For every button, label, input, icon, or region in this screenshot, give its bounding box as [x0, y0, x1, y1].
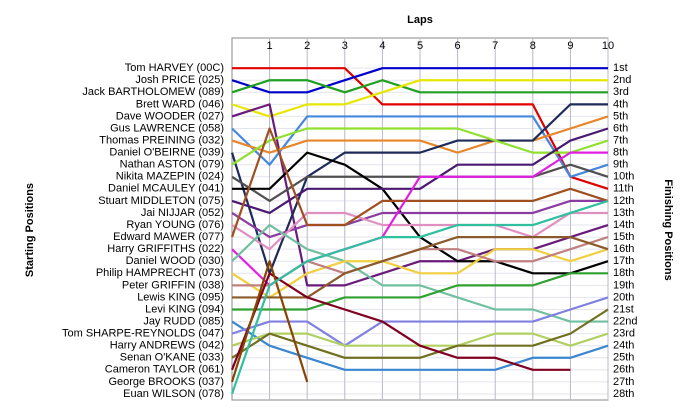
x-tick-label: 5: [417, 40, 423, 52]
x-tick-label: 3: [342, 40, 348, 52]
position-line: [231, 211, 608, 251]
starting-label: Daniel MCAULEY (041): [108, 183, 224, 195]
y2-tick-label: 19th: [613, 279, 634, 291]
position-line: [232, 272, 608, 311]
position-line: [230, 127, 609, 238]
y2-tick-label: 17th: [613, 255, 634, 267]
starting-label: Tom SHARPE-REYNOLDS (047): [62, 328, 224, 340]
starting-label: Daniel O'BEIRNE (039): [109, 147, 224, 159]
y2-tick-label: 27th: [613, 376, 634, 388]
starting-label: Philip HAMPRECHT (073): [96, 267, 224, 279]
position-line: [230, 103, 608, 275]
starting-label: Lewis KING (095): [137, 291, 224, 303]
y2-tick-label: 8th: [613, 147, 628, 159]
y2-tick-label: 6th: [613, 122, 628, 134]
y-axis-title: Starting Positions: [24, 183, 36, 277]
y2-tick-label: 11th: [613, 183, 634, 195]
starting-label: Tom HARVEY (00C): [125, 62, 224, 74]
starting-label: Thomas PREINING (032): [99, 134, 224, 146]
y2-tick-label: 26th: [613, 364, 634, 376]
starting-label: Jack BARTHOLOMEW (089): [82, 86, 224, 98]
starting-label: Dave WOODER (027): [116, 110, 224, 122]
y2-axis-title: Finishing Positions: [662, 179, 674, 280]
position-line: [231, 296, 609, 347]
y2-tick-label: 4th: [613, 98, 628, 110]
x-tick-label: 9: [567, 40, 573, 52]
y2-tick-label: 13th: [613, 207, 634, 219]
starting-label: Harry ANDREWS (042): [110, 340, 224, 352]
y2-tick-label: 14th: [613, 219, 634, 231]
y2-tick-label: 5th: [613, 110, 628, 122]
x-tick-label: 4: [379, 40, 385, 52]
starting-label: Cameron TAYLOR (061): [105, 364, 224, 376]
x-tick-label: 1: [267, 40, 273, 52]
starting-label: George BROOKS (037): [108, 376, 224, 388]
starting-label: Euan WILSON (078): [123, 388, 224, 400]
y2-tick-label: 10th: [613, 171, 634, 183]
starting-label: Nathan ASTON (079): [120, 159, 224, 171]
x-axis-title: Laps: [407, 14, 433, 26]
y2-tick-label: 15th: [613, 231, 634, 243]
y2-tick-label: 23rd: [613, 328, 635, 340]
starting-label: Harry GRIFFITHS (022): [107, 243, 224, 255]
y2-tick-label: 2nd: [613, 74, 631, 86]
starting-label: Daniel WOOD (030): [126, 255, 224, 267]
y2-tick-label: 28th: [613, 388, 634, 400]
starting-label: Ryan YOUNG (076): [126, 219, 224, 231]
y2-tick-label: 7th: [613, 134, 628, 146]
position-line: [231, 127, 609, 215]
y2-tick-label: 22nd: [613, 315, 637, 327]
starting-label: Peter GRIFFIN (038): [122, 279, 224, 291]
y2-tick-label: 1st: [613, 62, 628, 74]
position-line: [231, 199, 608, 239]
starting-label: Nikita MAZEPIN (024): [116, 171, 224, 183]
position-line: [231, 223, 608, 323]
y2-tick-label: 18th: [613, 267, 634, 279]
position-line: [230, 272, 571, 371]
y2-tick-label: 3rd: [613, 86, 629, 98]
y2-tick-label: 20th: [613, 291, 634, 303]
y2-tick-label: 21st: [613, 303, 634, 315]
x-tick-label: 7: [492, 40, 498, 52]
starting-label: Edward MAWER (077): [113, 231, 224, 243]
position-line: [231, 248, 609, 299]
y2-tick-label: 24th: [613, 340, 634, 352]
starting-label: Josh PRICE (025): [135, 74, 224, 86]
starting-label: Stuart MIDDLETON (075): [98, 195, 224, 207]
position-line: [231, 115, 609, 154]
x-tick-label: 6: [455, 40, 461, 52]
position-line: [231, 79, 608, 94]
starting-label: Brett WARD (046): [136, 98, 224, 110]
position-line: [232, 236, 609, 299]
starting-label: Levi KING (094): [145, 303, 224, 315]
position-line: [231, 79, 608, 118]
position-line: [230, 199, 609, 395]
position-line: [230, 260, 309, 383]
position-line: [231, 67, 608, 94]
y2-tick-label: 12th: [613, 195, 634, 207]
starting-label: Jay RUDD (085): [143, 315, 224, 327]
x-tick-label: 2: [304, 40, 310, 52]
position-line: [231, 127, 609, 166]
y2-tick-label: 9th: [613, 159, 628, 171]
x-tick-label: 10: [602, 40, 614, 52]
starting-label: Gus LAWRENCE (058): [110, 122, 224, 134]
y2-tick-label: 16th: [613, 243, 634, 255]
starting-label: Jai NIJJAR (052): [141, 207, 224, 219]
position-line: [231, 320, 609, 371]
x-tick-label: 8: [530, 40, 536, 52]
y2-tick-label: 25th: [613, 352, 634, 364]
starting-label: Senan O'KANE (033): [120, 352, 224, 364]
